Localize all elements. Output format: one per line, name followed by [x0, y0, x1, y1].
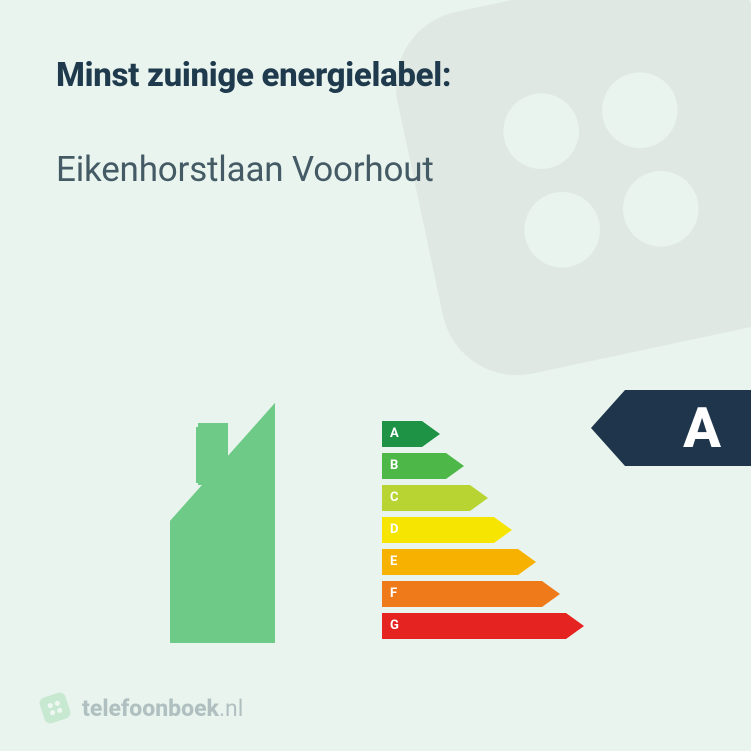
energy-bar-arrow — [542, 581, 560, 607]
energy-bar-body — [382, 581, 542, 607]
energy-bar-row: A — [382, 421, 584, 447]
footer: telefoonboek.nl — [40, 693, 243, 723]
energy-bar-c: C — [382, 485, 488, 511]
energy-bar-letter: A — [390, 421, 399, 447]
energy-bar-arrow — [422, 421, 440, 447]
energy-bar-body — [382, 549, 518, 575]
energy-bar-row: B — [382, 453, 584, 479]
energy-bar-arrow — [470, 485, 488, 511]
energy-bar-letter: E — [390, 549, 397, 575]
brand-name-bold: telefoonboek — [82, 695, 219, 722]
energy-bar-body — [382, 421, 422, 447]
brand-logo-icon — [36, 689, 74, 727]
energy-bar-g: G — [382, 613, 584, 639]
energy-bar-letter: C — [390, 485, 399, 511]
energy-bar-letter: F — [390, 581, 397, 607]
brand-name: telefoonboek.nl — [82, 695, 243, 722]
energy-bar-row: G — [382, 613, 584, 639]
page-title: Minst zuinige energielabel: — [56, 56, 695, 95]
address-subtitle: Eikenhorstlaan Voorhout — [56, 149, 695, 190]
energy-bar-e: E — [382, 549, 536, 575]
energy-bar-b: B — [382, 453, 464, 479]
energy-bar-row: F — [382, 581, 584, 607]
energy-bar-f: F — [382, 581, 560, 607]
selected-rating-badge: A — [625, 390, 751, 466]
energy-bar-letter: D — [390, 517, 398, 543]
energy-bar-arrow — [494, 517, 512, 543]
energy-bar-arrow — [518, 549, 536, 575]
selected-rating-letter: A — [683, 400, 721, 456]
energy-bar-row: C — [382, 485, 584, 511]
energy-bar-body — [382, 613, 566, 639]
card: Minst zuinige energielabel: Eikenhorstla… — [0, 0, 751, 751]
energy-bar-arrow — [446, 453, 464, 479]
energy-bar-arrow — [566, 613, 584, 639]
energy-bar-row: E — [382, 549, 584, 575]
energy-bar-letter: G — [390, 613, 399, 639]
energy-bar-row: D — [382, 517, 584, 543]
energy-bar-a: A — [382, 421, 440, 447]
energy-bars: ABCDEFG — [382, 421, 584, 639]
energy-bar-body — [382, 517, 494, 543]
house-icon — [170, 403, 380, 643]
energy-bar-letter: B — [390, 453, 398, 479]
energy-bar-d: D — [382, 517, 512, 543]
brand-name-light: .nl — [219, 695, 243, 722]
